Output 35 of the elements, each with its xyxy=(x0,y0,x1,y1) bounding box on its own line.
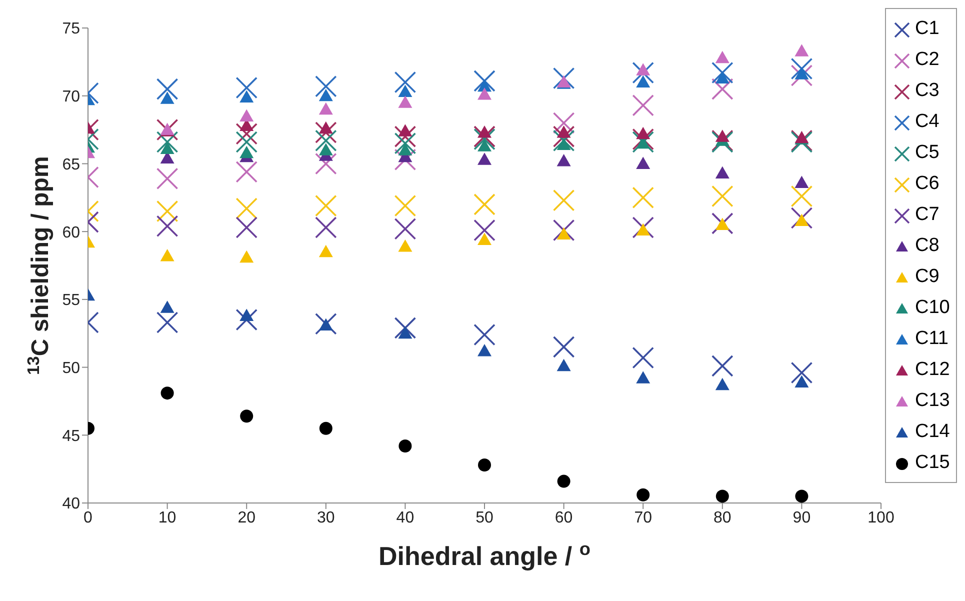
legend-label: C14 xyxy=(915,420,950,442)
x-tick-label: 80 xyxy=(714,509,732,526)
x-tick-label: 0 xyxy=(84,509,93,526)
legend-label: C9 xyxy=(915,266,940,288)
legend-label: C12 xyxy=(915,358,950,380)
legend-label: C2 xyxy=(915,48,940,70)
x-tick-label: 20 xyxy=(238,509,256,526)
legend-label: C8 xyxy=(915,234,940,256)
x-tick-label: 30 xyxy=(317,509,335,526)
legend-label: C10 xyxy=(915,296,950,318)
x-tick-label: 70 xyxy=(634,509,652,526)
y-tick-label: 45 xyxy=(62,428,80,445)
y-tick-label: 40 xyxy=(62,496,80,513)
x-axis-title: Dihedral angle / $^{o}$ xyxy=(378,539,590,571)
x-tick-label: 40 xyxy=(396,509,414,526)
y-tick-label: 75 xyxy=(62,20,80,38)
y-tick-label: 70 xyxy=(62,88,80,106)
legend-label: C3 xyxy=(915,80,940,102)
y-tick-label: 55 xyxy=(62,292,80,310)
legend-label: C13 xyxy=(915,390,950,412)
y-tick-label: 65 xyxy=(62,156,80,174)
x-tick-label: 50 xyxy=(476,509,494,526)
legend-label: C11 xyxy=(915,328,948,350)
legend-label: C7 xyxy=(915,204,940,226)
x-tick-label: 60 xyxy=(554,509,573,526)
x-tick-label: 90 xyxy=(792,509,811,526)
y-tick-label: 60 xyxy=(62,224,80,242)
legend-label: C15 xyxy=(915,452,950,474)
legend-label: C4 xyxy=(915,110,940,132)
x-tick-label: 100 xyxy=(868,509,894,526)
legend-label: C5 xyxy=(915,142,940,164)
legend-label: C6 xyxy=(915,172,940,194)
legend-label: C1 xyxy=(915,18,940,40)
x-tick-label: 10 xyxy=(158,509,176,526)
y-tick-label: 50 xyxy=(62,360,80,377)
